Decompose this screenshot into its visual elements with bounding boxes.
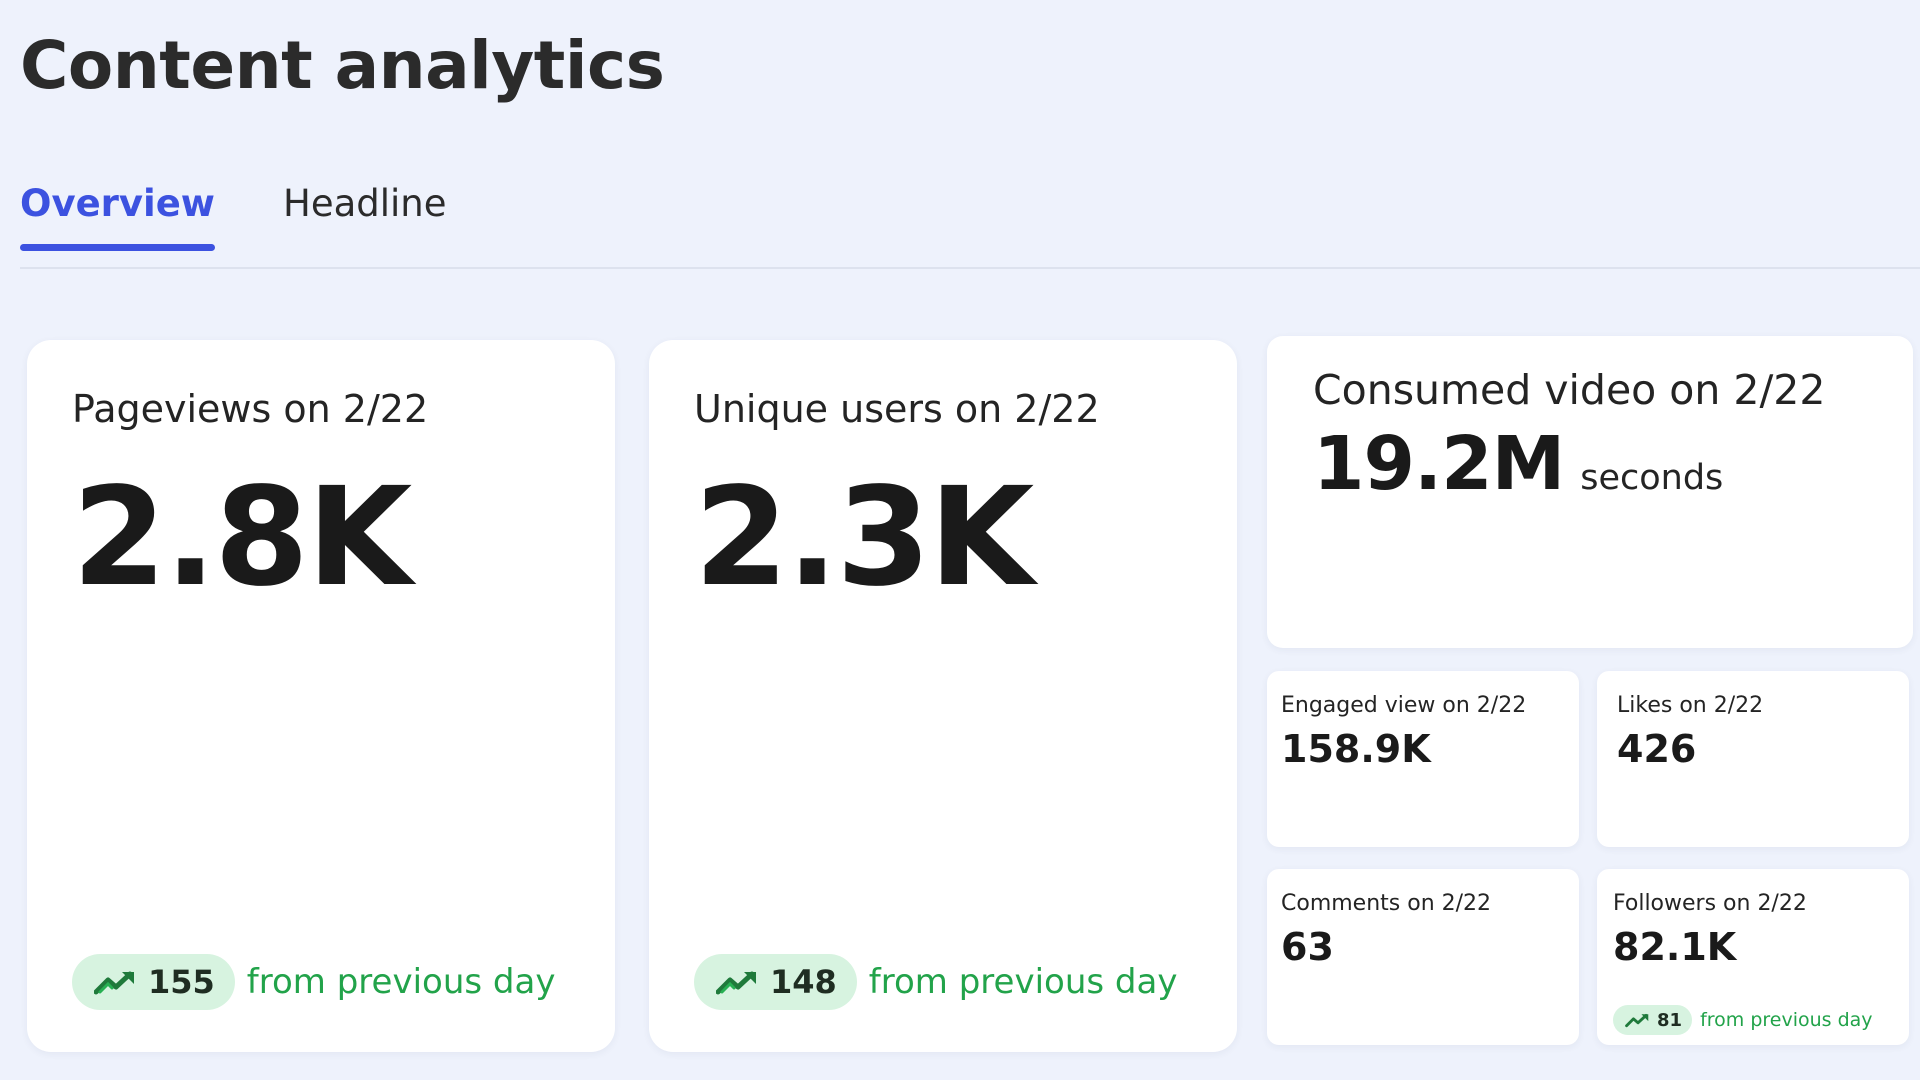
- tab-bar: Overview Headline: [20, 182, 447, 251]
- engaged-view-value: 158.9K: [1281, 727, 1431, 772]
- followers-label: Followers on 2/22: [1613, 891, 1807, 916]
- pageviews-label: Pageviews on 2/22: [72, 387, 429, 431]
- unique-users-trend-badge: 148: [694, 954, 857, 1010]
- consumed-video-label: Consumed video on 2/22: [1313, 366, 1826, 414]
- pageviews-trend-badge: 155: [72, 954, 235, 1010]
- unique-users-value: 2.3K: [694, 459, 1034, 617]
- followers-trend-badge: 81: [1613, 1005, 1693, 1035]
- page-title: Content analytics: [20, 27, 665, 104]
- trend-up-icon: [1625, 1012, 1651, 1028]
- engaged-view-card: Engaged view on 2/22 158.9K: [1267, 671, 1579, 847]
- likes-label: Likes on 2/22: [1617, 693, 1764, 718]
- comments-label: Comments on 2/22: [1281, 891, 1492, 916]
- consumed-video-value: 19.2M: [1313, 421, 1565, 508]
- trend-up-icon: [94, 968, 138, 996]
- unique-users-change: 148: [770, 963, 837, 1001]
- comments-card: Comments on 2/22 63: [1267, 869, 1579, 1045]
- tab-overview[interactable]: Overview: [20, 182, 215, 251]
- followers-change: 81: [1657, 1009, 1683, 1031]
- engaged-view-label: Engaged view on 2/22: [1281, 693, 1527, 718]
- tabs-divider: [20, 267, 1920, 269]
- followers-value: 82.1K: [1613, 925, 1737, 970]
- followers-change-text: from previous day: [1700, 1009, 1873, 1031]
- unique-users-label: Unique users on 2/22: [694, 387, 1100, 431]
- pageviews-trend: 155 from previous day: [72, 954, 555, 1010]
- consumed-video-value-row: 19.2M seconds: [1313, 427, 1867, 501]
- likes-value: 426: [1617, 727, 1697, 772]
- unique-users-change-text: from previous day: [868, 962, 1178, 1002]
- followers-card: Followers on 2/22 82.1K 81 from previous…: [1597, 869, 1909, 1045]
- likes-card: Likes on 2/22 426: [1597, 671, 1909, 847]
- unique-users-trend: 148 from previous day: [694, 954, 1177, 1010]
- consumed-video-card: Consumed video on 2/22 19.2M seconds: [1267, 336, 1913, 648]
- followers-trend: 81 from previous day: [1613, 1005, 1873, 1035]
- comments-value: 63: [1281, 925, 1334, 970]
- consumed-video-unit: seconds: [1580, 458, 1724, 499]
- tab-headline[interactable]: Headline: [283, 182, 447, 225]
- trend-up-icon: [716, 968, 760, 996]
- pageviews-change-text: from previous day: [246, 962, 556, 1002]
- pageviews-value: 2.8K: [72, 459, 412, 617]
- pageviews-change: 155: [148, 963, 215, 1001]
- unique-users-card: Unique users on 2/22 2.3K 148 from previ…: [649, 340, 1237, 1052]
- pageviews-card: Pageviews on 2/22 2.8K 155 from previous…: [27, 340, 615, 1052]
